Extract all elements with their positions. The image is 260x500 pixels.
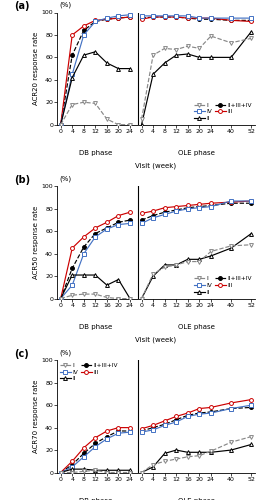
Legend: I, IV, II, II+III+IV, III: I, IV, II, II+III+IV, III bbox=[60, 363, 118, 382]
Y-axis label: ACR20 response rate: ACR20 response rate bbox=[33, 32, 39, 105]
Y-axis label: ACR50 response rate: ACR50 response rate bbox=[33, 206, 39, 279]
Legend: I, IV, II, II+III+IV, III: I, IV, II, II+III+IV, III bbox=[194, 276, 252, 294]
Y-axis label: ACR70 response rate: ACR70 response rate bbox=[33, 380, 39, 453]
Text: DB phase: DB phase bbox=[79, 150, 112, 156]
Text: DB phase: DB phase bbox=[79, 324, 112, 330]
Text: Visit (week): Visit (week) bbox=[135, 336, 177, 342]
Text: DB phase: DB phase bbox=[79, 498, 112, 500]
Legend: I, IV, II, II+III+IV, III: I, IV, II, II+III+IV, III bbox=[194, 102, 252, 120]
Text: (%): (%) bbox=[59, 349, 71, 356]
Text: OLE phase: OLE phase bbox=[178, 498, 215, 500]
Text: OLE phase: OLE phase bbox=[178, 324, 215, 330]
Text: Visit (week): Visit (week) bbox=[135, 162, 177, 168]
Text: (%): (%) bbox=[59, 175, 71, 182]
Text: (%): (%) bbox=[59, 2, 71, 8]
Text: OLE phase: OLE phase bbox=[178, 150, 215, 156]
Text: (a): (a) bbox=[14, 2, 29, 12]
Text: (c): (c) bbox=[14, 349, 29, 359]
Text: (b): (b) bbox=[14, 175, 30, 185]
